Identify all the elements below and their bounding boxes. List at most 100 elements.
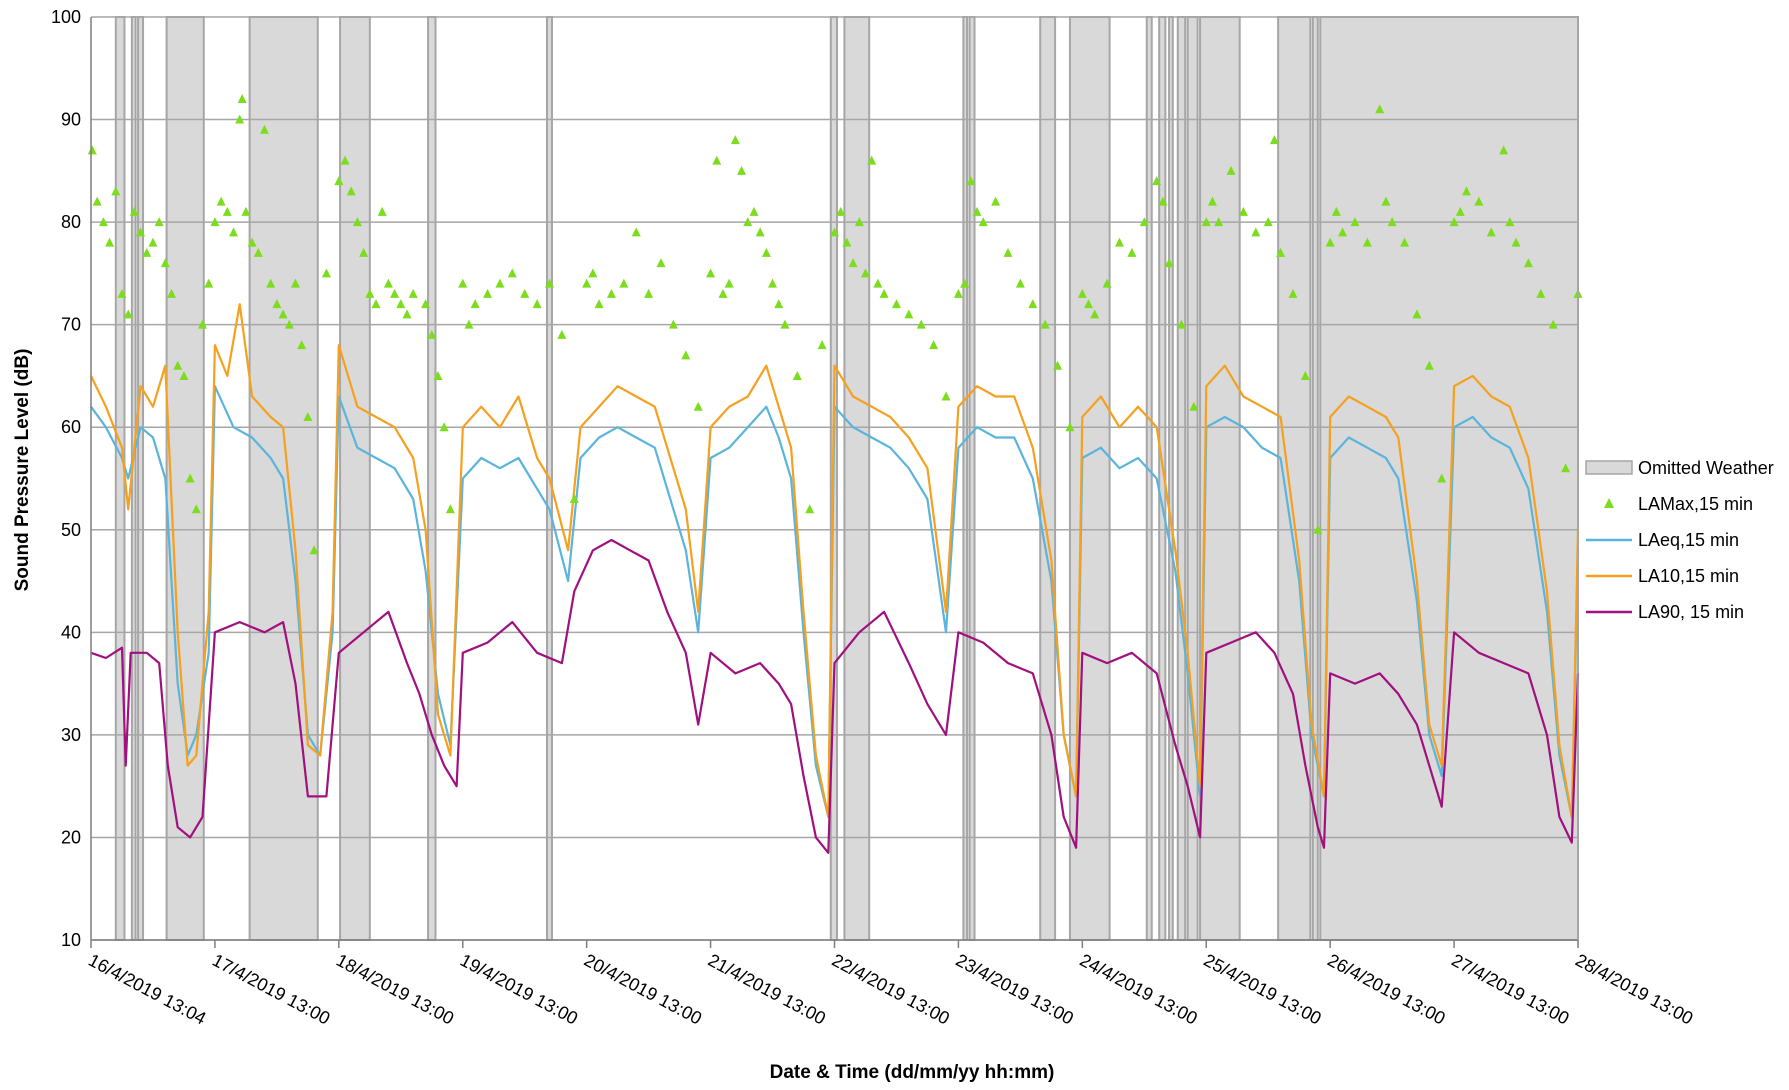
omitted-weather-band — [339, 16, 371, 941]
lamax-point — [1226, 165, 1236, 175]
lamax-point — [1251, 227, 1261, 237]
lamax-point — [98, 217, 108, 227]
lamax-point — [1387, 217, 1397, 227]
lamax-point — [352, 217, 362, 227]
lamax-point — [718, 288, 728, 298]
lamax-point — [1152, 176, 1162, 186]
lamax-point — [507, 268, 517, 278]
lamax-point — [185, 473, 195, 483]
omitted-weather-band — [1319, 16, 1579, 941]
x-axis-title: Date & Time (dd/mm/yy hh:mm) — [770, 1062, 1055, 1083]
legend-label: LAMax,15 min — [1638, 494, 1753, 514]
lamax-point — [303, 411, 313, 421]
lamax-point — [836, 206, 846, 216]
lamax-point — [520, 288, 530, 298]
lamax-point — [668, 319, 678, 329]
legend-label: LA10,15 min — [1638, 566, 1739, 586]
lamax-point — [1189, 401, 1199, 411]
lamax-point — [290, 278, 300, 288]
lamax-point — [1090, 309, 1100, 319]
x-tick-label: 24/4/2019 13:00 — [1076, 950, 1200, 1029]
y-axis-title: Sound Pressure Level (dB) — [12, 349, 33, 592]
lamax-point — [830, 227, 839, 237]
lamax-point — [1381, 196, 1391, 206]
lamax-point — [557, 329, 567, 339]
omitted-weather-band — [1145, 16, 1153, 941]
lamax-point — [879, 288, 889, 298]
lamax-point — [198, 319, 208, 329]
lamax-point — [737, 165, 747, 175]
lamax-point — [464, 319, 474, 329]
x-tick-label: 28/4/2019 13:00 — [1572, 950, 1696, 1029]
lamax-point — [427, 329, 437, 339]
lamax-point — [396, 299, 406, 309]
legend-swatch-marker — [1604, 498, 1614, 508]
lamax-point — [247, 237, 257, 247]
lamax-point — [309, 545, 319, 555]
lamax-point — [1474, 196, 1484, 206]
lamax-point — [359, 247, 369, 257]
y-tick-label: 20 — [61, 827, 81, 847]
lamax-point — [148, 237, 158, 247]
x-tick-label: 20/4/2019 13:00 — [581, 950, 705, 1029]
lamax-point — [1127, 247, 1137, 257]
lamax-point — [235, 114, 245, 124]
lamax-point — [978, 217, 988, 227]
lamax-point — [693, 401, 703, 411]
lamax-point — [1424, 360, 1434, 370]
lamax-point — [1437, 473, 1447, 483]
lamax-point — [1077, 288, 1087, 298]
lamax-point — [724, 278, 734, 288]
lamax-point — [1449, 217, 1459, 227]
lamax-point — [346, 186, 356, 196]
lamax-point — [1176, 319, 1186, 329]
lamax-point — [1269, 135, 1279, 145]
y-tick-label: 90 — [61, 110, 81, 130]
lamax-point — [1102, 278, 1112, 288]
omitted-weather-band — [427, 16, 437, 941]
lamax-point — [1207, 196, 1217, 206]
lamax-point — [439, 422, 449, 432]
x-tick-label: 16/4/2019 13:04 — [85, 950, 209, 1029]
lamax-point — [191, 504, 201, 514]
omitted-weather-band — [962, 16, 969, 941]
lamax-point — [1158, 196, 1168, 206]
legend: Omitted Weather LAMax,15 min LAeq,15 min LA… — [1585, 458, 1774, 622]
legend-label: Omitted Weather — [1638, 458, 1774, 478]
y-tick-labels: 10 20 30 40 50 60 70 80 90 100 — [51, 7, 81, 950]
lamax-point — [873, 278, 883, 288]
lamax-point — [297, 340, 307, 350]
x-tick-label: 27/4/2019 13:00 — [1448, 950, 1572, 1029]
x-tick-label: 23/4/2019 13:00 — [953, 950, 1077, 1029]
lamax-point — [1561, 463, 1571, 473]
lamax-point — [854, 217, 864, 227]
lamax-point — [92, 196, 102, 206]
lamax-point — [768, 278, 778, 288]
lamax-point — [483, 288, 493, 298]
lamax-markers — [87, 94, 1583, 555]
lamax-point — [470, 299, 480, 309]
lamax-point — [1053, 360, 1063, 370]
lamax-point — [1499, 145, 1509, 155]
lamax-point — [1028, 299, 1038, 309]
y-tick-label: 80 — [61, 212, 81, 232]
lamax-point — [972, 206, 982, 216]
lamax-point — [210, 217, 220, 227]
lamax-point — [631, 227, 641, 237]
lamax-point — [408, 288, 418, 298]
lamax-point — [167, 288, 177, 298]
lamax-point — [402, 309, 412, 319]
lamax-point — [321, 268, 331, 278]
lamax-point — [1040, 319, 1050, 329]
lamax-point — [1548, 319, 1558, 329]
lamax-point — [792, 370, 802, 380]
lamax-point — [730, 135, 740, 145]
lamax-point — [266, 278, 276, 288]
lamax-point — [495, 278, 505, 288]
axes — [90, 17, 1579, 941]
lamax-point — [960, 278, 970, 288]
lamax-point — [1115, 237, 1125, 247]
lamax-point — [619, 278, 629, 288]
lamax-point — [371, 299, 381, 309]
